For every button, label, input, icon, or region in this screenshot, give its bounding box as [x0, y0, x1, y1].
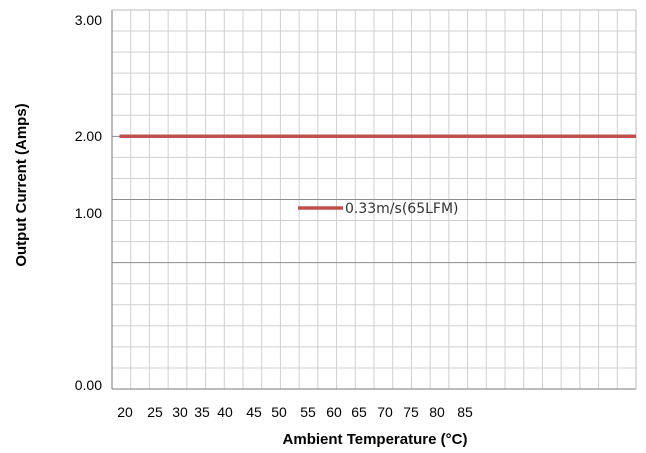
x-tick-label-85: 85: [457, 404, 473, 420]
x-tick-label-30: 30: [172, 404, 188, 420]
grid: [112, 10, 636, 389]
x-tick-label-60: 60: [326, 404, 342, 420]
x-tick-label-40: 40: [217, 404, 233, 420]
x-tick-label-35: 35: [194, 404, 210, 420]
x-tick-labels: 20 25 30 35 40 45 50 55 60 65 70 75 80 85: [117, 404, 473, 420]
y-tick-label-1.00: 1.00: [75, 205, 102, 221]
x-tick-label-70: 70: [377, 404, 393, 420]
x-axis-title: Ambient Temperature (°C): [283, 431, 468, 448]
legend-label: 0.33m/s(65LFM): [345, 201, 459, 217]
x-tick-label-80: 80: [429, 404, 445, 420]
x-tick-label-75: 75: [403, 404, 419, 420]
legend: 0.33m/s(65LFM): [298, 201, 459, 217]
y-tick-label-0.00: 0.00: [75, 377, 102, 393]
x-tick-label-25: 25: [147, 404, 163, 420]
x-tick-label-50: 50: [271, 404, 287, 420]
y-axis-title: Output Current (Amps): [13, 103, 30, 266]
x-tick-label-65: 65: [351, 404, 367, 420]
x-tick-label-20: 20: [117, 404, 133, 420]
y-tick-label-2.00: 2.00: [75, 128, 102, 144]
x-tick-label-55: 55: [300, 404, 316, 420]
x-tick-label-45: 45: [246, 404, 262, 420]
plot-frame: [111, 9, 637, 390]
y-tick-label-3.00: 3.00: [75, 12, 102, 28]
y-tick-labels: 3.00 2.00 1.00 0.00: [75, 12, 102, 393]
